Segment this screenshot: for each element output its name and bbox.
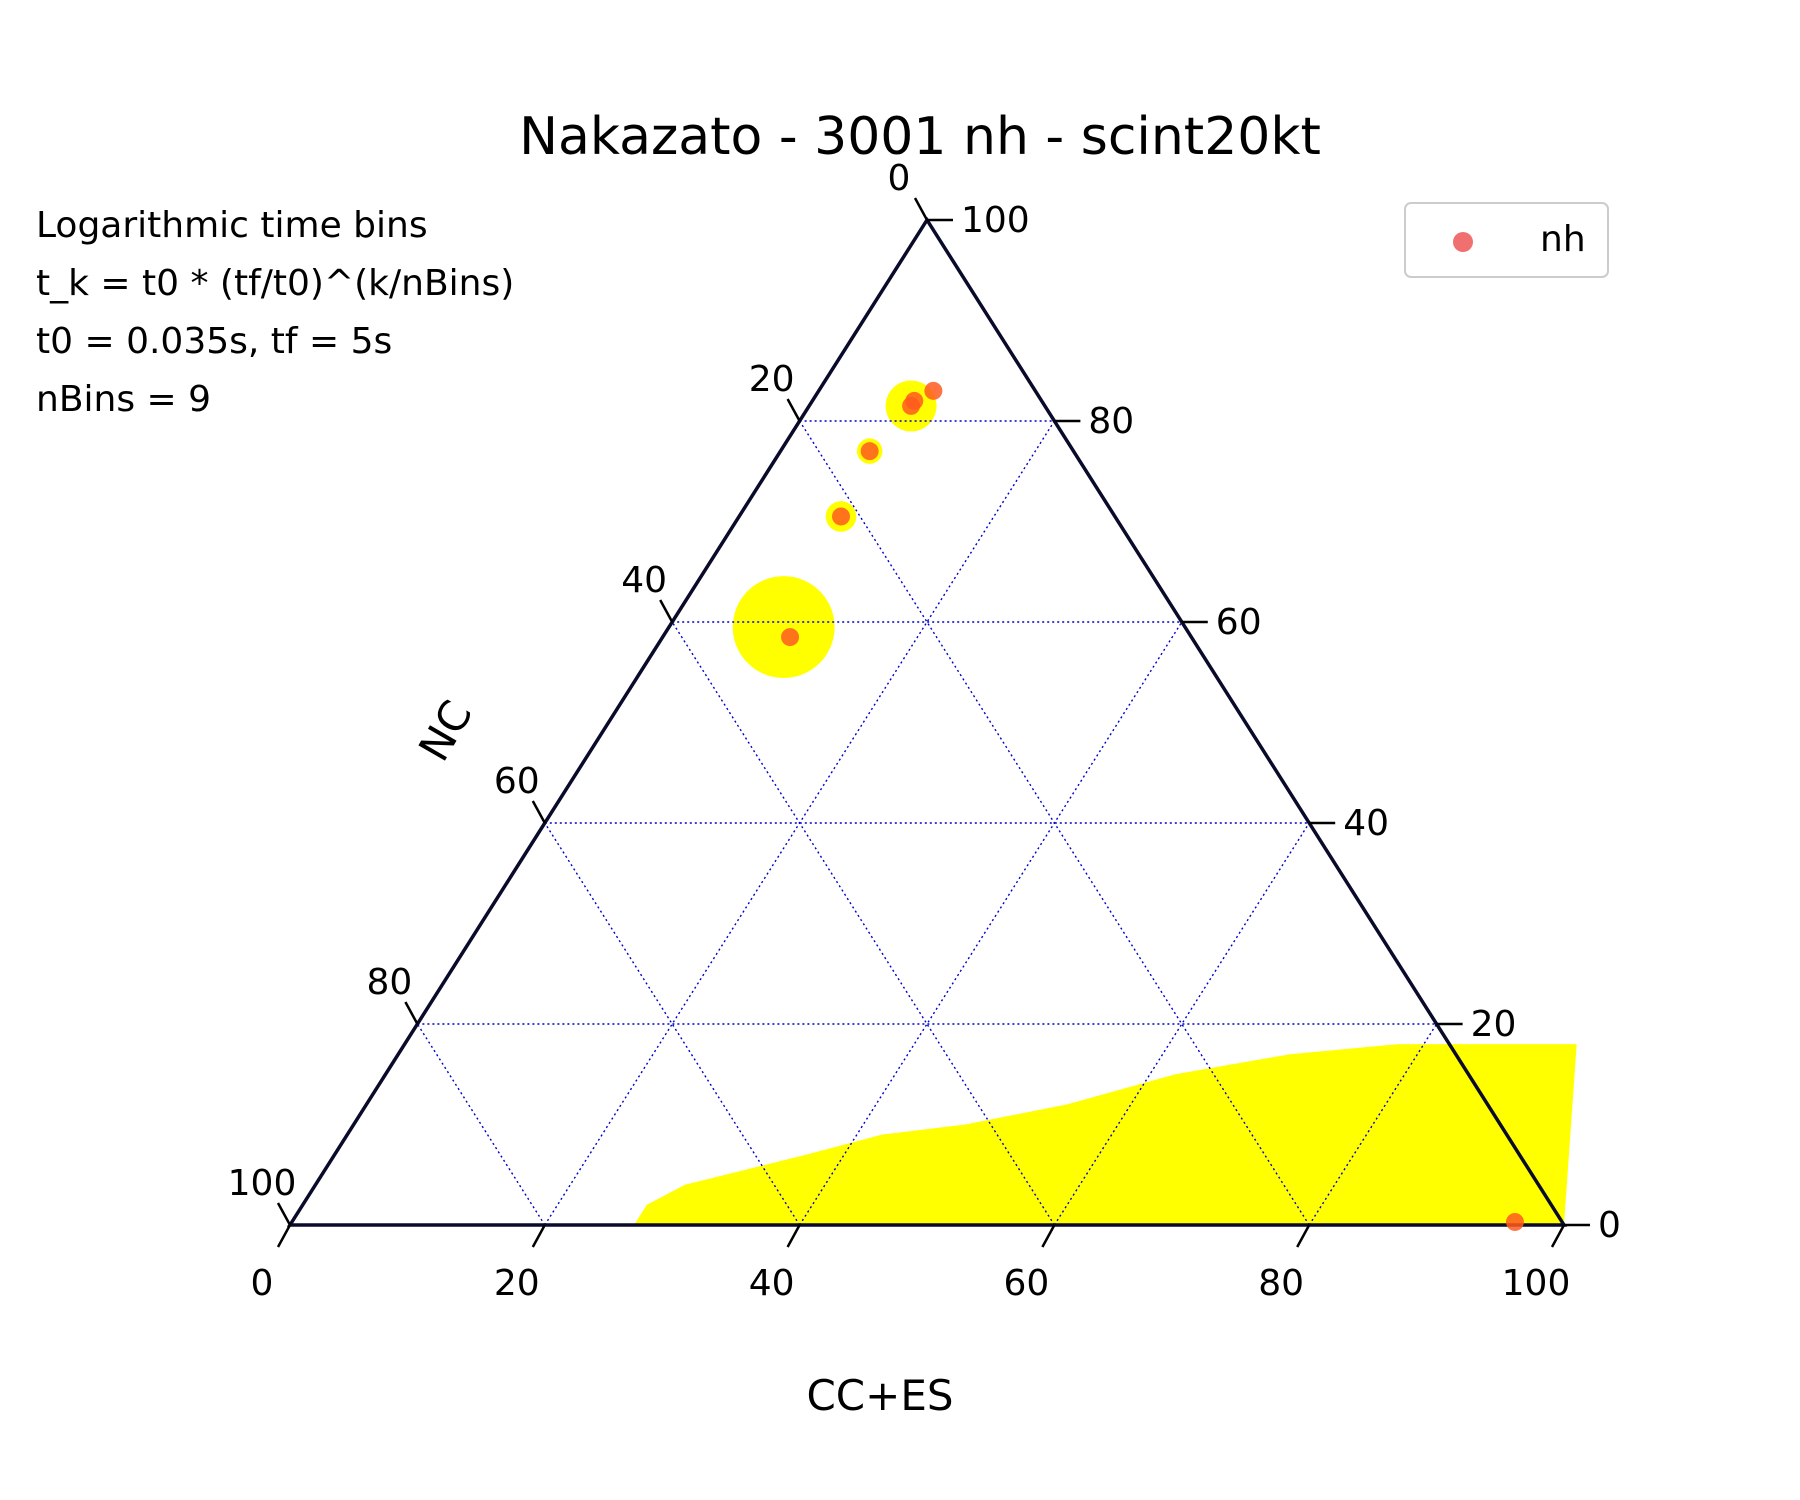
- uncertainty-regions: [634, 380, 1577, 1225]
- left-tick-label: 0: [888, 158, 911, 199]
- bottom-tick-label: 100: [1502, 1263, 1571, 1304]
- axis-ticks: 0 0 0 20 20 20 40 40 40 60 60 60 80 80 80 100 100 100: [228, 158, 1621, 1304]
- annotation-line: nBins = 9: [36, 379, 211, 420]
- bottom-tick: [786, 1224, 801, 1248]
- grid-line: [1053, 822, 1310, 1226]
- right-tick-label: 100: [961, 200, 1030, 241]
- data-point: [860, 442, 879, 461]
- left-tick-label: 80: [366, 962, 412, 1003]
- data-point: [781, 628, 800, 647]
- left-tick-label: 100: [228, 1163, 297, 1204]
- left-tick-label: 60: [494, 761, 540, 802]
- legend-marker: [1453, 232, 1473, 252]
- annotation-box: Logarithmic time bins t_k = t0 * (tf/t0)…: [36, 205, 514, 420]
- chart-title: Nakazato - 3001 nh - scint20kt: [519, 107, 1321, 167]
- legend: nh: [1404, 202, 1609, 278]
- bottom-axis-label: CC+ES: [806, 1371, 953, 1420]
- right-tick-label: 40: [1343, 803, 1389, 844]
- left-axis-label: NC: [409, 692, 482, 769]
- grid-lines: [416, 420, 1438, 1226]
- data-point: [924, 381, 943, 400]
- left-tick: [913, 197, 929, 221]
- legend-label: nh: [1540, 219, 1586, 260]
- grid-line: [671, 621, 1055, 1226]
- bottom-tick-label: 40: [749, 1263, 795, 1304]
- bottom-tick: [531, 1224, 546, 1248]
- annotation-line: t_k = t0 * (tf/t0)^(k/nBins): [36, 263, 514, 304]
- left-tick-label: 40: [621, 560, 667, 601]
- grid-line: [799, 621, 1183, 1226]
- uncertainty-blob: [732, 576, 835, 678]
- data-point: [832, 507, 851, 526]
- legend-frame: [1404, 202, 1609, 278]
- left-tick: [276, 1202, 292, 1226]
- left-tick: [786, 398, 801, 422]
- bottom-tick-label: 60: [1003, 1263, 1049, 1304]
- uncertainty-band: [634, 1044, 1577, 1225]
- annotation-line: t0 = 0.035s, tf = 5s: [36, 321, 392, 362]
- bottom-tick: [1296, 1224, 1311, 1248]
- right-tick-label: 0: [1598, 1205, 1621, 1246]
- bottom-tick: [276, 1224, 292, 1248]
- triangle-frame: [286, 216, 1568, 1227]
- grid-line: [544, 822, 801, 1226]
- right-tick-label: 80: [1088, 401, 1134, 442]
- right-tick-label: 20: [1471, 1004, 1517, 1045]
- triangle-outline: [286, 216, 1568, 1227]
- data-points: [781, 381, 1524, 1231]
- bottom-tick-label: 20: [494, 1263, 540, 1304]
- data-point: [1505, 1212, 1524, 1231]
- bottom-tick: [1550, 1224, 1566, 1248]
- bottom-tick-label: 0: [251, 1263, 274, 1304]
- left-tick-label: 20: [749, 359, 795, 400]
- bottom-tick-label: 80: [1258, 1263, 1304, 1304]
- grid-line: [416, 1023, 546, 1226]
- left-tick: [659, 599, 674, 623]
- bottom-tick: [1041, 1224, 1056, 1248]
- left-tick: [531, 800, 546, 824]
- annotation-line: Logarithmic time bins: [36, 205, 428, 246]
- right-axis-label: IBD: [0, 0, 37, 10]
- data-point: [902, 396, 921, 415]
- right-tick-label: 60: [1216, 602, 1262, 643]
- left-tick: [404, 1001, 419, 1025]
